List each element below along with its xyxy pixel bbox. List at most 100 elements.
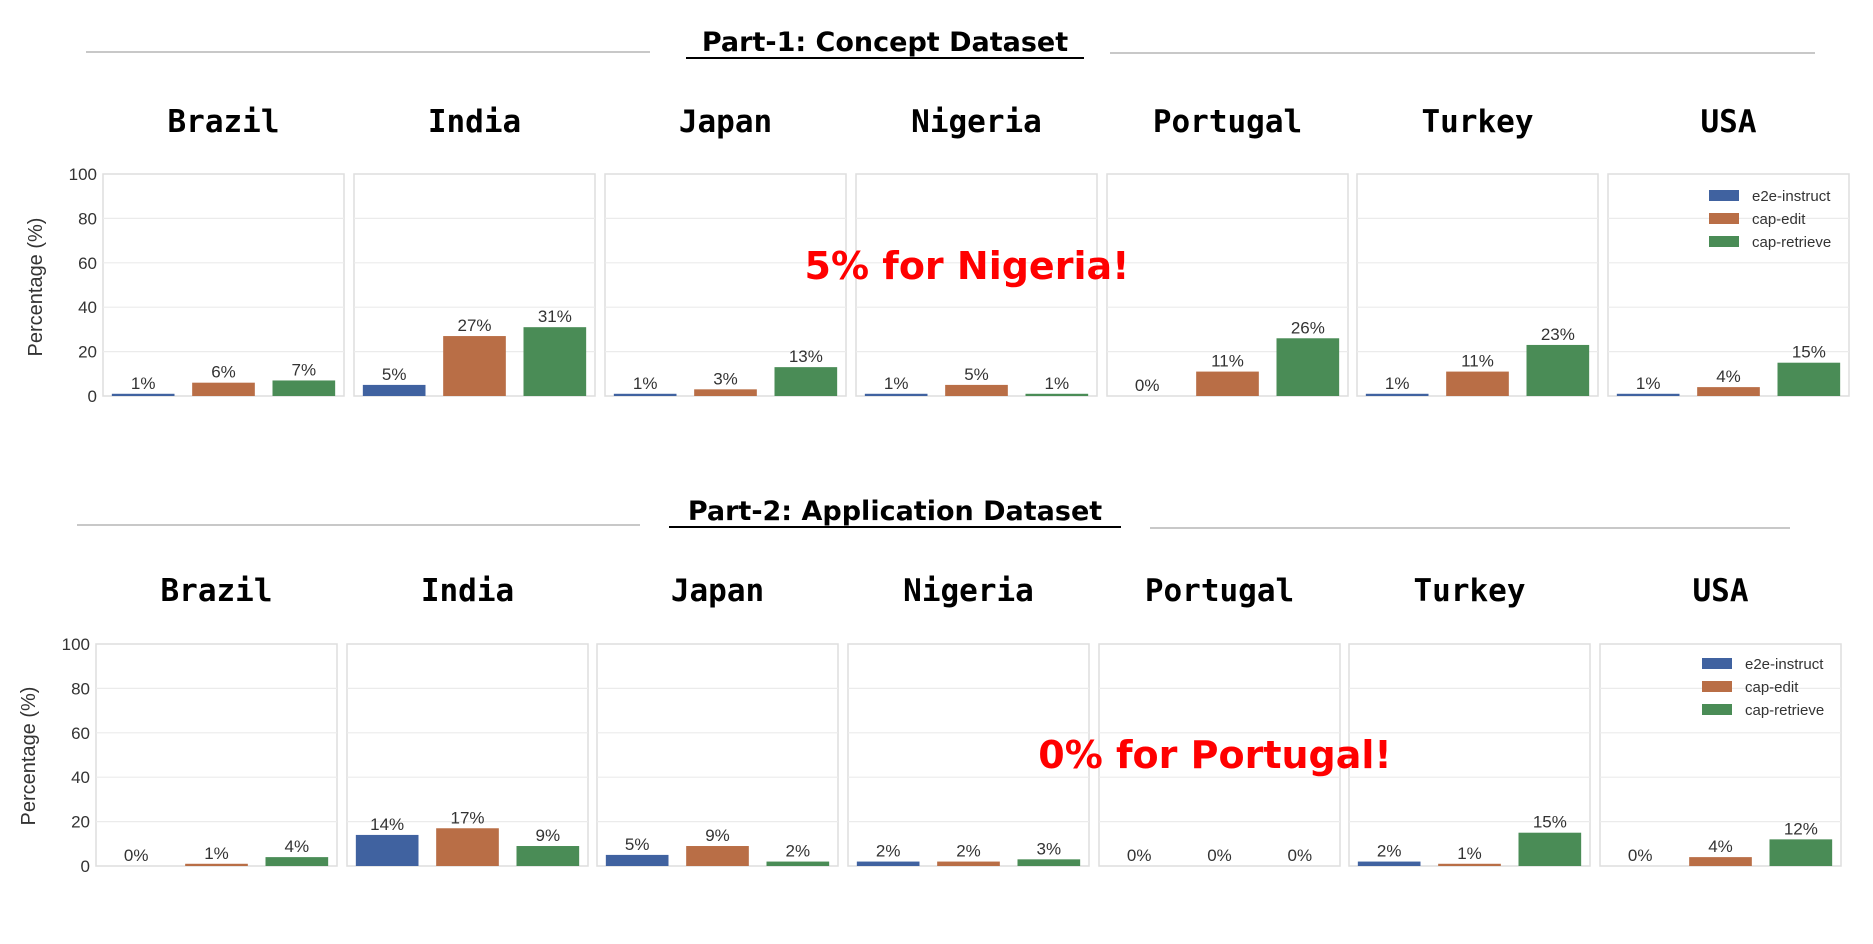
part2-panel-title-portugal: Portugal — [1145, 573, 1294, 609]
part2-data-label-nigeria-e2e-instruct: 2% — [876, 842, 901, 861]
part1-panel-frame-japan — [604, 173, 847, 397]
part1-data-label-india-cap-retrieve: 31% — [538, 307, 572, 326]
part1-bar-india-e2e-instruct — [362, 384, 426, 396]
part1-data-label-japan-cap-edit: 3% — [713, 369, 738, 388]
part1-panel-frame-nigeria — [855, 173, 1098, 397]
part1-panel-title-brazil: Brazil — [168, 104, 280, 140]
part2-bar-brazil-cap-edit — [185, 863, 248, 866]
part2-bar-japan-e2e-instruct — [605, 854, 669, 866]
part1-bar-brazil-cap-retrieve — [272, 380, 336, 396]
part2-data-label-portugal-cap-retrieve: 0% — [1288, 846, 1313, 865]
part2-data-label-nigeria-cap-retrieve: 3% — [1037, 839, 1062, 858]
part1-bar-brazil-e2e-instruct — [111, 393, 175, 396]
part1-bar-nigeria-e2e-instruct — [864, 393, 928, 396]
part2-panel-title-india: India — [421, 573, 514, 609]
part1-bar-turkey-cap-edit — [1446, 371, 1509, 396]
part1-bar-india-cap-edit — [443, 336, 506, 396]
part2-section-title: Part-2: Application Dataset — [688, 496, 1102, 527]
part1-legend-label-cap-retrieve: cap-retrieve — [1752, 234, 1831, 251]
part1-legend-swatch-cap-retrieve — [1709, 236, 1739, 247]
part1-panel-frame-usa — [1607, 173, 1850, 397]
part1-bar-usa-cap-retrieve — [1777, 362, 1841, 396]
part1-bar-nigeria-cap-retrieve — [1025, 393, 1089, 396]
part1-panel-title-india: India — [428, 104, 521, 140]
part1-ytick-label: 40 — [78, 298, 97, 317]
part2-data-label-japan-e2e-instruct: 5% — [625, 835, 650, 854]
part1-panel-frame-brazil — [102, 173, 345, 397]
part2-y-axis-label: Percentage (%) — [18, 687, 40, 826]
part2-bar-nigeria-cap-edit — [937, 861, 1000, 866]
part2-data-label-turkey-cap-retrieve: 15% — [1533, 813, 1567, 832]
part1-panel-title-nigeria: Nigeria — [911, 104, 1042, 140]
part1-bar-portugal-cap-edit — [1196, 371, 1259, 396]
part2-legend-label-cap-edit: cap-edit — [1745, 679, 1799, 696]
part1-bar-usa-e2e-instruct — [1616, 393, 1680, 396]
part1-data-label-nigeria-cap-edit: 5% — [964, 365, 989, 384]
part1-data-label-turkey-cap-retrieve: 23% — [1541, 325, 1575, 344]
part1-panel-title-portugal: Portugal — [1153, 104, 1302, 140]
part1-data-label-india-e2e-instruct: 5% — [382, 365, 407, 384]
part2-data-label-nigeria-cap-edit: 2% — [956, 842, 981, 861]
part2-bar-usa-cap-retrieve — [1769, 839, 1833, 866]
part1-callout-annotation: 5% for Nigeria! — [805, 244, 1130, 288]
part2-bar-turkey-cap-edit — [1438, 863, 1501, 866]
part2-data-label-brazil-cap-edit: 1% — [204, 844, 229, 863]
part2-data-label-japan-cap-retrieve: 2% — [786, 842, 811, 861]
part1-ytick-label: 80 — [78, 209, 97, 228]
part1-bar-brazil-cap-edit — [192, 382, 255, 396]
part1-bar-india-cap-retrieve — [523, 327, 587, 396]
part1-data-label-usa-e2e-instruct: 1% — [1636, 374, 1661, 393]
part2-panel-frame-japan — [596, 643, 839, 867]
part2-data-label-india-cap-edit: 17% — [450, 808, 484, 827]
part1-data-label-india-cap-edit: 27% — [457, 316, 491, 335]
part1-legend-swatch-cap-edit — [1709, 213, 1739, 224]
part2-legend-label-cap-retrieve: cap-retrieve — [1745, 702, 1824, 719]
part2-bar-india-e2e-instruct — [355, 834, 419, 866]
part2-legend-swatch-e2e-instruct — [1702, 658, 1732, 669]
part2-data-label-portugal-cap-edit: 0% — [1207, 846, 1232, 865]
part1-panel-title-japan: Japan — [679, 104, 772, 140]
part2-ytick-label: 80 — [71, 679, 90, 698]
part2-bar-japan-cap-retrieve — [766, 861, 830, 866]
part2-legend-swatch-cap-retrieve — [1702, 704, 1732, 715]
part2-panel-frame-nigeria — [847, 643, 1090, 867]
part2-panel-frame-turkey — [1348, 643, 1591, 867]
part2-data-label-india-e2e-instruct: 14% — [370, 815, 404, 834]
part1-data-label-usa-cap-edit: 4% — [1716, 367, 1741, 386]
part2-data-label-japan-cap-edit: 9% — [705, 826, 730, 845]
part2-ytick-label: 60 — [71, 724, 90, 743]
part2-bar-india-cap-edit — [436, 828, 499, 866]
part2-bar-brazil-cap-retrieve — [265, 857, 329, 866]
part2-bar-usa-cap-edit — [1689, 857, 1752, 866]
part1-data-label-nigeria-cap-retrieve: 1% — [1045, 374, 1070, 393]
part1-data-label-portugal-cap-edit: 11% — [1211, 352, 1244, 371]
part1-bar-japan-cap-edit — [694, 389, 757, 396]
part1-data-label-brazil-cap-edit: 6% — [211, 363, 236, 382]
part1-bar-usa-cap-edit — [1697, 387, 1760, 396]
part1-legend-label-e2e-instruct: e2e-instruct — [1752, 188, 1831, 205]
part1-panel-title-usa: USA — [1701, 104, 1757, 140]
part2-bar-nigeria-e2e-instruct — [856, 861, 920, 866]
part1-ytick-label: 100 — [69, 165, 97, 184]
part1-bar-turkey-e2e-instruct — [1365, 393, 1429, 396]
part1-data-label-brazil-e2e-instruct: 1% — [131, 374, 156, 393]
part1-ytick-label: 0 — [88, 387, 97, 406]
part1-data-label-portugal-cap-retrieve: 26% — [1291, 318, 1325, 337]
part1-ytick-label: 20 — [78, 343, 97, 362]
part1-data-label-turkey-cap-edit: 11% — [1461, 352, 1494, 371]
part2-panel-frame-portugal — [1098, 643, 1341, 867]
part1-bar-japan-e2e-instruct — [613, 393, 677, 396]
part2-data-label-usa-cap-retrieve: 12% — [1784, 819, 1818, 838]
part2-panel-frame-brazil — [95, 643, 338, 867]
part1-legend-label-cap-edit: cap-edit — [1752, 211, 1806, 228]
part1-bar-nigeria-cap-edit — [945, 384, 1008, 396]
part2-ytick-label: 20 — [71, 813, 90, 832]
part2-ytick-label: 0 — [81, 857, 90, 876]
part2-bar-japan-cap-edit — [686, 846, 749, 866]
part2-data-label-portugal-e2e-instruct: 0% — [1127, 846, 1152, 865]
part2-panel-title-japan: Japan — [671, 573, 764, 609]
part2-ytick-label: 40 — [71, 768, 90, 787]
part2-data-label-usa-cap-edit: 4% — [1708, 837, 1733, 856]
part2-callout-annotation: 0% for Portugal! — [1038, 733, 1391, 777]
